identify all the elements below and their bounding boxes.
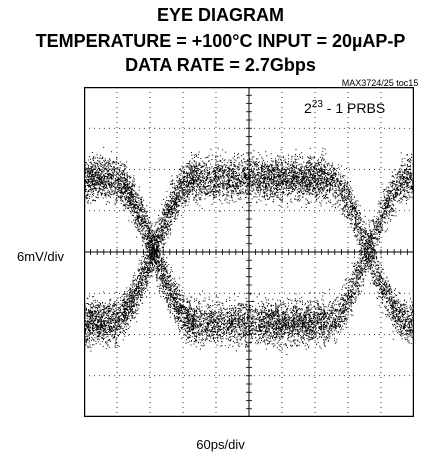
annotation-exponent: 23 (311, 99, 323, 110)
x-axis-label: 60ps/div (196, 437, 245, 452)
prbs-annotation: 223 - 1 PRBS (304, 97, 385, 116)
annotation-text: - 1 PRBS (322, 100, 386, 116)
chart-title: EYE DIAGRAM (156, 5, 284, 25)
y-axis-label: 6mV/div (17, 249, 64, 264)
chart-subtitle-conditions: TEMPERATURE = +100°C INPUT = 20µAP-P (35, 31, 406, 51)
plot-frame (84, 87, 414, 417)
figure-code: MAX3724/25 toc15 (341, 78, 419, 88)
annotation-base: 2 (304, 100, 312, 116)
eye-diagram-plot (84, 87, 414, 417)
chart-subtitle-data-rate: DATA RATE = 2.7Gbps (125, 55, 316, 75)
grid (84, 87, 414, 417)
